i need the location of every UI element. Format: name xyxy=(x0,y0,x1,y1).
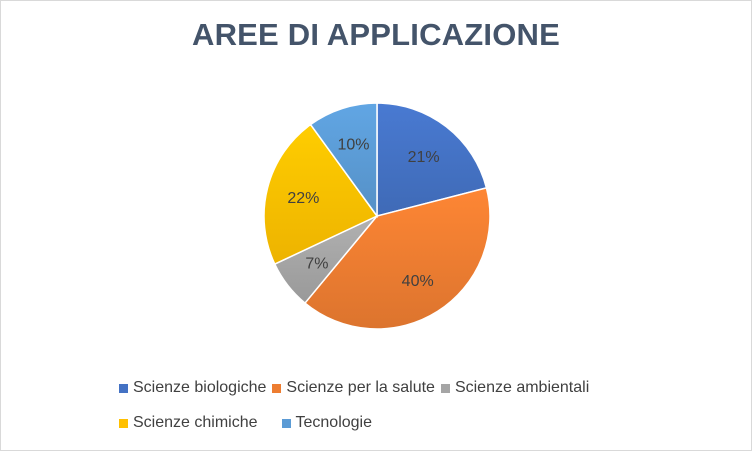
data-label: 22% xyxy=(287,190,319,207)
pie-slice-tecnologie xyxy=(309,102,378,219)
data-label: 21% xyxy=(408,149,440,166)
legend-item-scienze-ambientali: Scienze ambientali xyxy=(440,379,590,397)
data-label: 10% xyxy=(337,137,369,154)
legend-label: Scienze per la salute xyxy=(286,379,435,396)
legend-swatch xyxy=(119,383,128,393)
legend-item-scienze-biologiche: Scienze biologiche xyxy=(119,379,266,397)
pie-chart: 21% 40% 7% 22% 10% xyxy=(263,102,491,330)
data-label: 7% xyxy=(305,256,328,273)
legend-label: Tecnologie xyxy=(295,414,373,431)
legend-label: Scienze biologiche xyxy=(133,379,267,396)
pie-slice-scienze-biologiche xyxy=(376,102,488,217)
legend-label: Scienze chimiche xyxy=(133,414,258,431)
chart-title: AREE DI APPLICAZIONE xyxy=(192,17,560,52)
pie-slice-scienze-per-la-salute xyxy=(303,186,491,330)
legend-row: Scienze biologiche Scienze per la salute… xyxy=(119,377,679,399)
legend-row: Scienze chimiche Tecnologie xyxy=(119,412,679,434)
legend-swatch xyxy=(272,383,282,393)
pie-slice-scienze-chimiche xyxy=(263,123,379,266)
data-label: 40% xyxy=(402,273,434,290)
legend-item-scienze-per-la-salute: Scienze per la salute xyxy=(272,379,435,397)
legend-swatch xyxy=(440,383,450,393)
legend-item-scienze-chimiche: Scienze chimiche xyxy=(119,414,258,432)
legend-swatch xyxy=(281,418,291,428)
chart-legend: Scienze biologiche Scienze per la salute… xyxy=(119,377,679,447)
legend-swatch xyxy=(119,418,128,428)
legend-label: Scienze ambientali xyxy=(454,379,590,396)
legend-item-tecnologie: Tecnologie xyxy=(281,414,373,432)
